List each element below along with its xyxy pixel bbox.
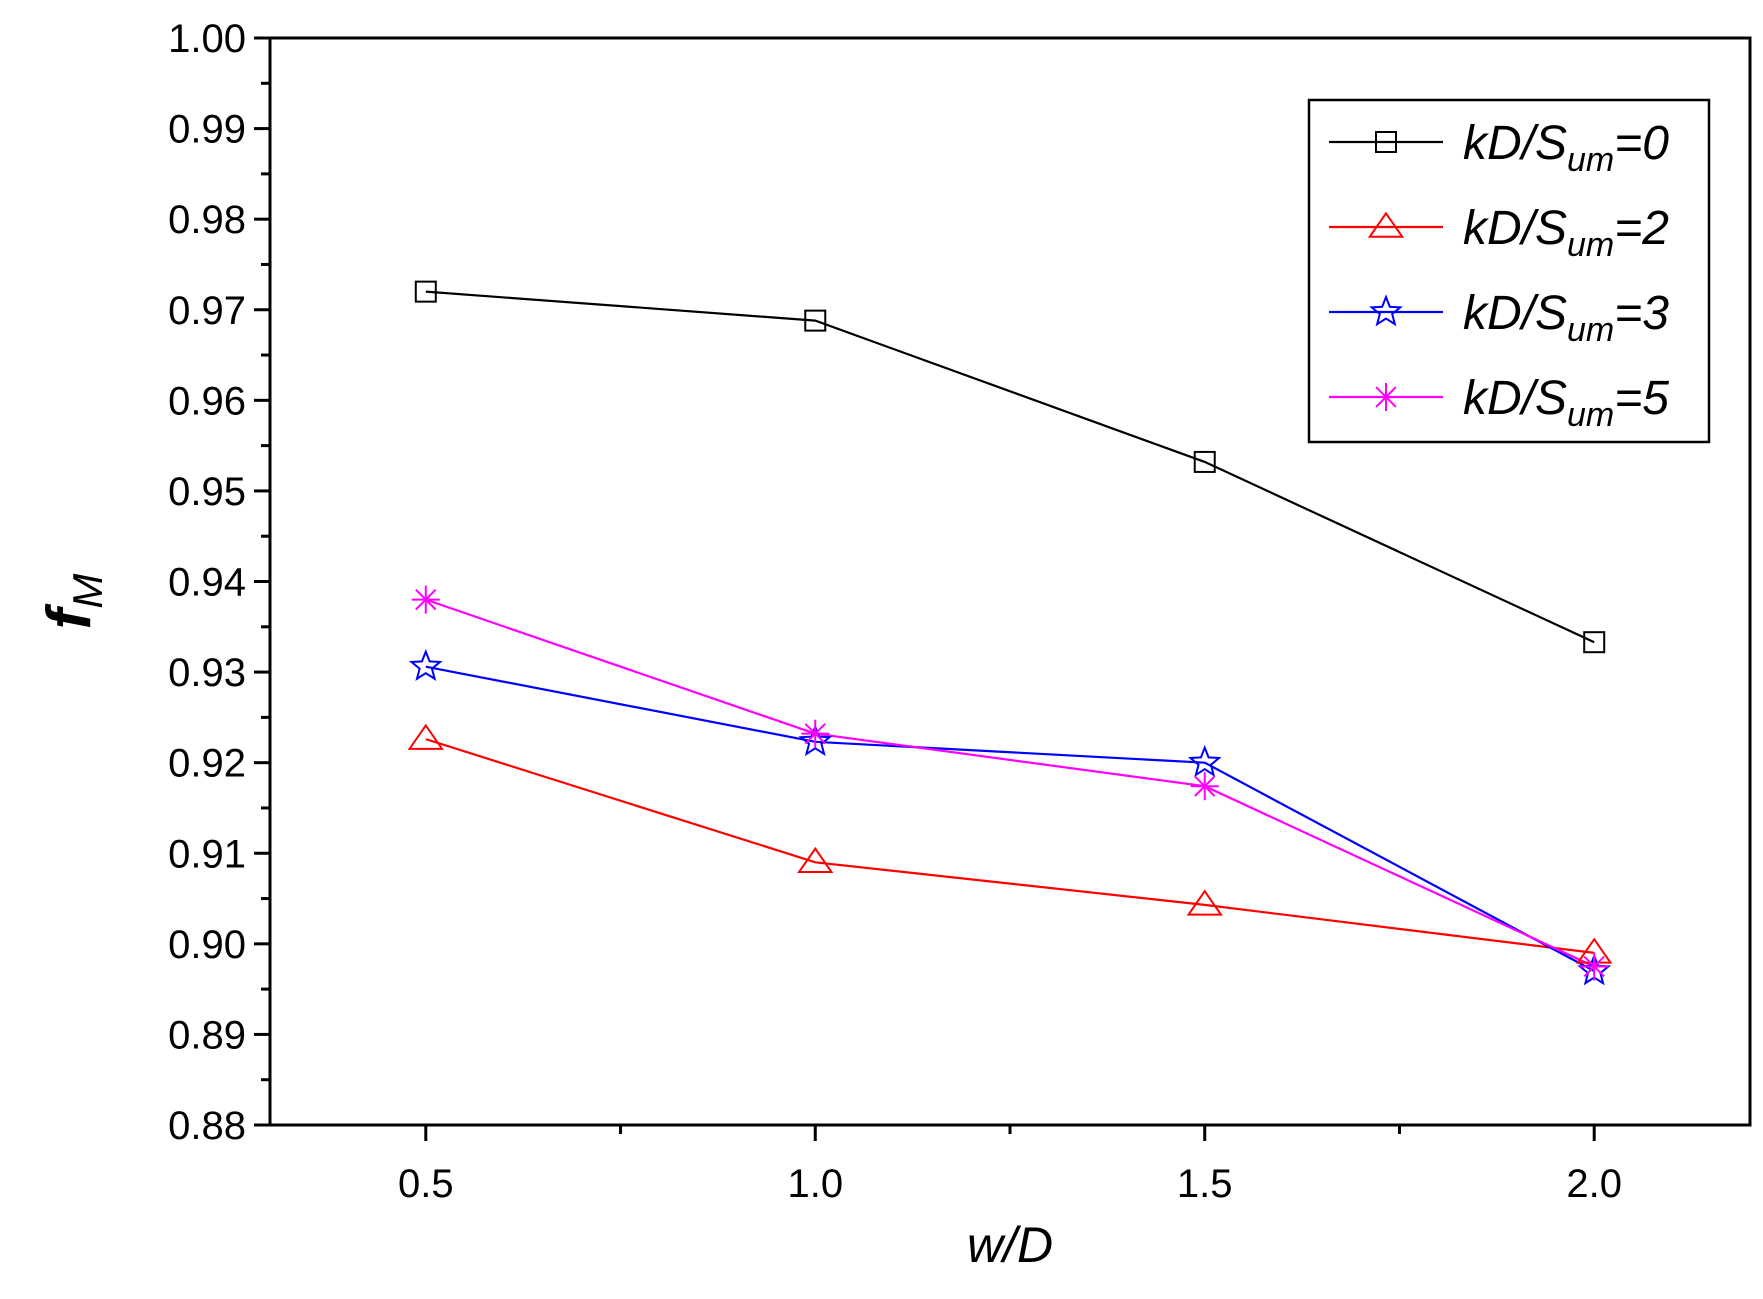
legend-box	[1307, 98, 1711, 444]
legend-label-tail: =0	[1614, 117, 1669, 170]
legend-label-sub: um	[1567, 311, 1614, 349]
legend-label: kD/Sum=2	[1463, 202, 1669, 264]
x-tick-label: 0.5	[398, 1162, 454, 1206]
x-tick-label: 1.5	[1177, 1162, 1233, 1206]
y-tick-label: 0.95	[168, 470, 246, 514]
marker-shape	[408, 648, 443, 681]
series-0-point	[1193, 450, 1216, 473]
legend-entry-1: kD/Sum=2	[1329, 202, 1669, 264]
plot-series-group	[425, 290, 1595, 972]
marker-stroke	[415, 589, 437, 611]
legend-marker	[1375, 131, 1397, 153]
marker-shape	[804, 309, 827, 332]
marker-stroke	[1194, 775, 1216, 797]
x-axis-title: w/D	[967, 1217, 1053, 1273]
marker-stroke	[804, 723, 826, 745]
marker-shape	[798, 724, 833, 757]
y-tick-label: 0.92	[168, 742, 246, 786]
series-1-point	[797, 846, 834, 874]
y-tick-label: 0.96	[168, 379, 246, 423]
marker-shape	[1583, 631, 1606, 654]
series-0-point	[1583, 631, 1606, 654]
x-axis: 0.5 1.0 1.5 2.0	[398, 1125, 1622, 1206]
marker-shape	[1375, 131, 1397, 153]
marker-shape	[407, 723, 444, 750]
y-tick-label: 0.99	[168, 108, 246, 152]
y-axis-title: fM	[35, 574, 111, 630]
legend-label-tail: =3	[1614, 287, 1669, 340]
marker-shape	[414, 280, 437, 303]
x-tick-label: 2.0	[1566, 1162, 1622, 1206]
x-tick-label: 1.0	[787, 1162, 843, 1206]
marker-shape	[1187, 744, 1222, 778]
legend-label-sub: um	[1567, 141, 1614, 179]
y-tick-label: 0.89	[168, 1013, 246, 1057]
y-tick-label: 0.93	[168, 651, 246, 695]
legend-label: kD/Sum=0	[1463, 117, 1669, 179]
series-line-2	[425, 665, 1595, 972]
y-tick-label: 0.98	[168, 198, 246, 242]
series-line-3	[425, 598, 1595, 968]
legend-label-sub: um	[1567, 226, 1614, 264]
marker-stroke	[1375, 386, 1397, 408]
marker-shape	[1369, 294, 1403, 327]
y-tick-label: 0.90	[168, 923, 246, 967]
legend-entry-0: kD/Sum=0	[1329, 117, 1669, 179]
legend: kD/Sum=0kD/Sum=2kD/Sum=3kD/Sum=5	[1307, 98, 1711, 444]
legend-entry-2: kD/Sum=3	[1329, 287, 1669, 349]
legend-label: kD/Sum=3	[1463, 287, 1669, 349]
y-tick-label: 1.00	[168, 17, 246, 61]
legend-marker	[1369, 294, 1403, 327]
series-2-point	[408, 648, 443, 681]
series-3-point	[801, 719, 830, 748]
marker-shape	[1186, 889, 1223, 916]
legend-label-tail: =5	[1614, 372, 1669, 425]
legend-label-tail: =2	[1614, 202, 1669, 255]
series-2-point	[1187, 744, 1222, 778]
y-axis-title-sub: M	[64, 574, 111, 609]
y-tick-label: 0.94	[168, 561, 246, 605]
series-1-point	[407, 723, 444, 750]
legend-label-main: kD/S	[1463, 287, 1567, 340]
legend-marker	[1372, 383, 1400, 411]
y-tick-label: 0.91	[168, 832, 246, 876]
y-tick-label: 0.88	[168, 1104, 246, 1148]
series-0-point	[414, 280, 437, 303]
legend-label-main: kD/S	[1463, 372, 1567, 425]
legend-label-sub: um	[1567, 396, 1614, 434]
plot-markers-group	[407, 280, 1613, 986]
marker-shape	[797, 846, 834, 874]
series-1-point	[1186, 889, 1223, 916]
legend-entry-3: kD/Sum=5	[1329, 372, 1669, 434]
series-3-point	[411, 585, 440, 614]
marker-shape	[1367, 211, 1405, 238]
legend-label-main: kD/S	[1463, 202, 1567, 255]
y-axis: 0.88 0.89 0.90 0.91 0.92 0.93 0.94 0.95 0.96 0.97…	[168, 17, 270, 1148]
series-3-point	[1580, 952, 1609, 981]
series-2-point	[798, 724, 833, 757]
marker-stroke	[1583, 955, 1605, 978]
series-3-point	[1190, 772, 1219, 801]
legend-marker	[1367, 211, 1405, 238]
series-line-1	[425, 738, 1595, 954]
svg-text:fM: fM	[35, 574, 111, 630]
series-line-0	[425, 290, 1595, 644]
y-tick-label: 0.97	[168, 289, 246, 333]
series-0-point	[804, 309, 827, 332]
legend-label-main: kD/S	[1463, 117, 1567, 170]
legend-label: kD/Sum=5	[1463, 372, 1669, 434]
marker-shape	[1193, 450, 1216, 473]
